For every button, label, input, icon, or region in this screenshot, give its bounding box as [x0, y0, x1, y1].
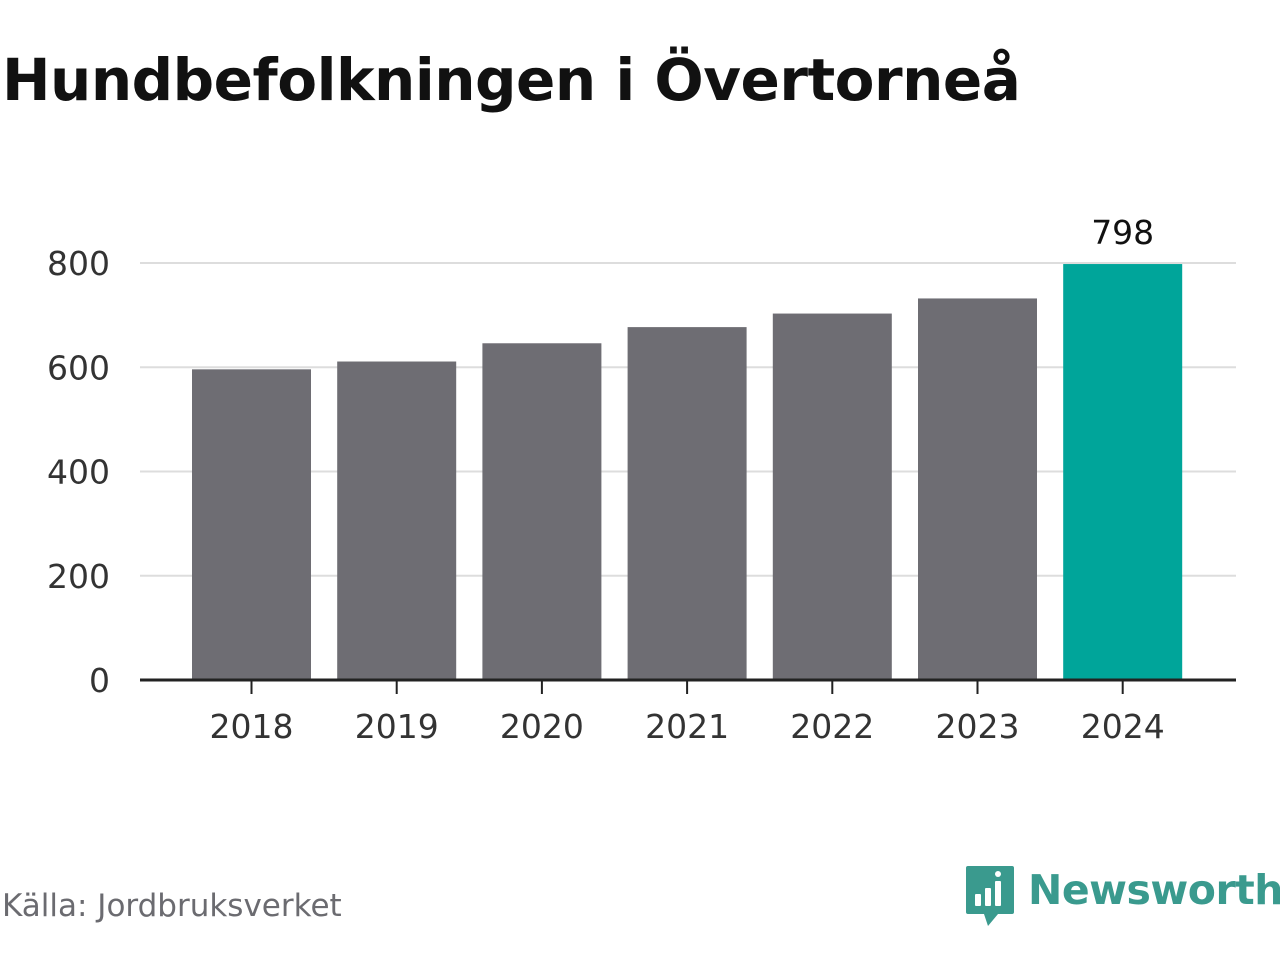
x-tick-label: 2018 [210, 707, 294, 746]
bar-2020 [482, 343, 602, 680]
x-tick-label: 2022 [790, 707, 874, 746]
newsworthy-logo-icon [966, 866, 1014, 926]
y-tick-label: 400 [47, 453, 110, 492]
bars [192, 264, 1183, 680]
x-axis-tick-labels: 2018 2019 2020 2021 2022 2023 2024 [210, 707, 1165, 746]
y-axis-tick-labels: 0 200 400 600 800 [47, 244, 110, 700]
x-tick-label: 2023 [936, 707, 1020, 746]
bar-2018 [192, 369, 311, 680]
x-tick-label: 2021 [645, 707, 729, 746]
y-tick-label: 200 [47, 557, 110, 596]
page-title: Hundbefolkningen i Övertorneå [2, 46, 1021, 114]
bar-2023 [918, 298, 1037, 680]
y-tick-label: 800 [47, 244, 110, 283]
brand: Newsworthy [964, 864, 1280, 928]
x-axis [140, 678, 1236, 694]
bar-2024 [1063, 264, 1183, 680]
data-label: 798 [1091, 213, 1154, 252]
x-tick-label: 2020 [500, 707, 584, 746]
bar-2019 [337, 361, 457, 680]
brand-name: Newsworthy [1028, 866, 1280, 914]
y-tick-label: 600 [47, 348, 110, 387]
y-tick-label: 0 [89, 661, 110, 700]
x-tick-label: 2024 [1081, 707, 1165, 746]
data-labels: 798 [1091, 213, 1154, 252]
bar-2021 [627, 327, 747, 680]
source-note: Källa: Jordbruksverket [2, 888, 342, 924]
x-tick-label: 2019 [355, 707, 439, 746]
bar-2022 [772, 313, 892, 680]
